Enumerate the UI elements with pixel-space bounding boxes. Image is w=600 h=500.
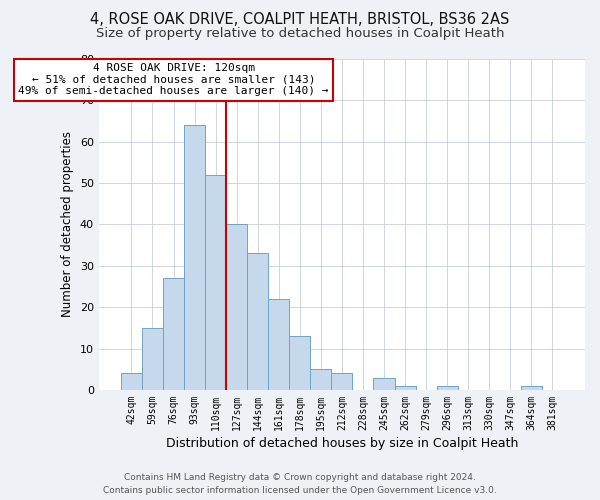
- Text: 4, ROSE OAK DRIVE, COALPIT HEATH, BRISTOL, BS36 2AS: 4, ROSE OAK DRIVE, COALPIT HEATH, BRISTO…: [91, 12, 509, 28]
- Y-axis label: Number of detached properties: Number of detached properties: [61, 132, 74, 318]
- Bar: [205, 175, 226, 390]
- Bar: [184, 125, 205, 390]
- Bar: [521, 386, 542, 390]
- Bar: [373, 378, 395, 390]
- Bar: [437, 386, 458, 390]
- Text: Size of property relative to detached houses in Coalpit Heath: Size of property relative to detached ho…: [96, 28, 504, 40]
- X-axis label: Distribution of detached houses by size in Coalpit Heath: Distribution of detached houses by size …: [166, 437, 518, 450]
- Bar: [268, 299, 289, 390]
- Bar: [142, 328, 163, 390]
- Bar: [247, 254, 268, 390]
- Bar: [226, 224, 247, 390]
- Bar: [289, 336, 310, 390]
- Text: Contains HM Land Registry data © Crown copyright and database right 2024.
Contai: Contains HM Land Registry data © Crown c…: [103, 473, 497, 495]
- Text: 4 ROSE OAK DRIVE: 120sqm
← 51% of detached houses are smaller (143)
49% of semi-: 4 ROSE OAK DRIVE: 120sqm ← 51% of detach…: [18, 63, 329, 96]
- Bar: [163, 278, 184, 390]
- Bar: [121, 374, 142, 390]
- Bar: [395, 386, 416, 390]
- Bar: [331, 374, 352, 390]
- Bar: [310, 370, 331, 390]
